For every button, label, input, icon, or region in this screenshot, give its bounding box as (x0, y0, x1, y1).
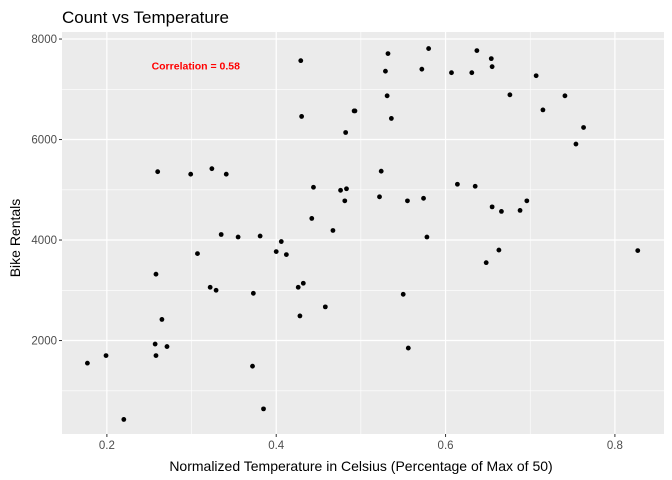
data-point (405, 345, 411, 351)
y-axis-title: Bike Rentals (7, 199, 23, 278)
x-axis-ticks: 0.2 0.4 0.6 0.8 (99, 434, 623, 452)
data-point (250, 363, 255, 369)
data-point (153, 271, 159, 277)
data-point (421, 195, 426, 201)
data-point (424, 234, 430, 240)
data-point (152, 341, 158, 347)
data-point (635, 248, 641, 253)
data-point (352, 108, 358, 114)
data-points (85, 46, 641, 422)
y-axis-ticks: 2000 4000 6000 8000 (31, 34, 62, 348)
data-point (499, 208, 504, 214)
data-point (299, 114, 305, 119)
data-point (159, 317, 165, 322)
data-point (400, 291, 406, 297)
data-point (344, 186, 349, 192)
data-point (164, 344, 170, 349)
data-point (489, 204, 495, 210)
data-point (488, 56, 494, 62)
data-point (489, 64, 495, 70)
data-point (155, 169, 161, 175)
data-point (496, 247, 502, 253)
data-point (385, 51, 391, 57)
data-point (188, 171, 194, 177)
data-point (297, 313, 303, 319)
data-point (507, 92, 513, 98)
data-point (419, 66, 425, 72)
data-point (311, 184, 316, 190)
major-gridlines (62, 32, 664, 434)
plot-panel (62, 32, 664, 434)
data-point (573, 141, 579, 147)
data-point (426, 46, 432, 51)
data-point (517, 207, 523, 213)
data-point (300, 280, 306, 286)
data-point (195, 251, 200, 257)
data-point (213, 287, 219, 293)
data-point (483, 260, 489, 266)
data-point (377, 194, 382, 200)
data-point (85, 360, 90, 366)
data-point (533, 73, 539, 79)
data-point (330, 228, 336, 233)
data-point (469, 70, 475, 76)
y-tick-label: 8000 (31, 34, 57, 46)
data-point (343, 130, 349, 135)
data-point (474, 48, 480, 53)
data-point (378, 168, 384, 174)
data-point (322, 304, 328, 310)
data-point (218, 232, 224, 237)
data-point (121, 417, 127, 422)
data-point (295, 284, 301, 290)
x-axis-title: Normalized Temperature in Celsius (Perce… (169, 458, 552, 474)
data-point (273, 249, 279, 254)
data-point (257, 233, 263, 239)
x-tick-label: 0.4 (268, 440, 285, 452)
data-point (383, 68, 388, 74)
data-point (261, 406, 266, 412)
data-point (388, 116, 394, 121)
data-point (223, 171, 229, 177)
data-point (524, 198, 530, 204)
x-tick-label: 0.2 (99, 440, 115, 452)
data-point (103, 353, 109, 359)
minor-gridlines (62, 32, 664, 434)
y-tick-label: 6000 (31, 135, 57, 147)
data-point (384, 93, 390, 99)
data-point (298, 58, 304, 64)
x-tick-label: 0.6 (438, 440, 454, 452)
data-point (342, 198, 348, 204)
y-tick-label: 4000 (31, 235, 57, 247)
x-tick-label: 0.8 (607, 440, 623, 452)
data-point (153, 353, 159, 359)
data-point (449, 70, 454, 76)
data-point (309, 216, 315, 221)
data-point (338, 187, 343, 193)
data-point (235, 234, 241, 240)
data-point (278, 239, 284, 244)
chart-title: Count vs Temperature (62, 8, 229, 27)
data-point (455, 181, 460, 187)
correlation-annotation: Correlation = 0.58 (152, 61, 241, 73)
data-point (283, 252, 289, 258)
data-point (250, 290, 256, 296)
data-point (540, 107, 546, 113)
data-point (472, 183, 478, 189)
y-tick-label: 2000 (31, 336, 57, 348)
data-point (207, 284, 213, 290)
data-point (209, 166, 215, 172)
data-point (581, 125, 586, 130)
data-point (405, 198, 410, 204)
data-point (562, 93, 568, 99)
